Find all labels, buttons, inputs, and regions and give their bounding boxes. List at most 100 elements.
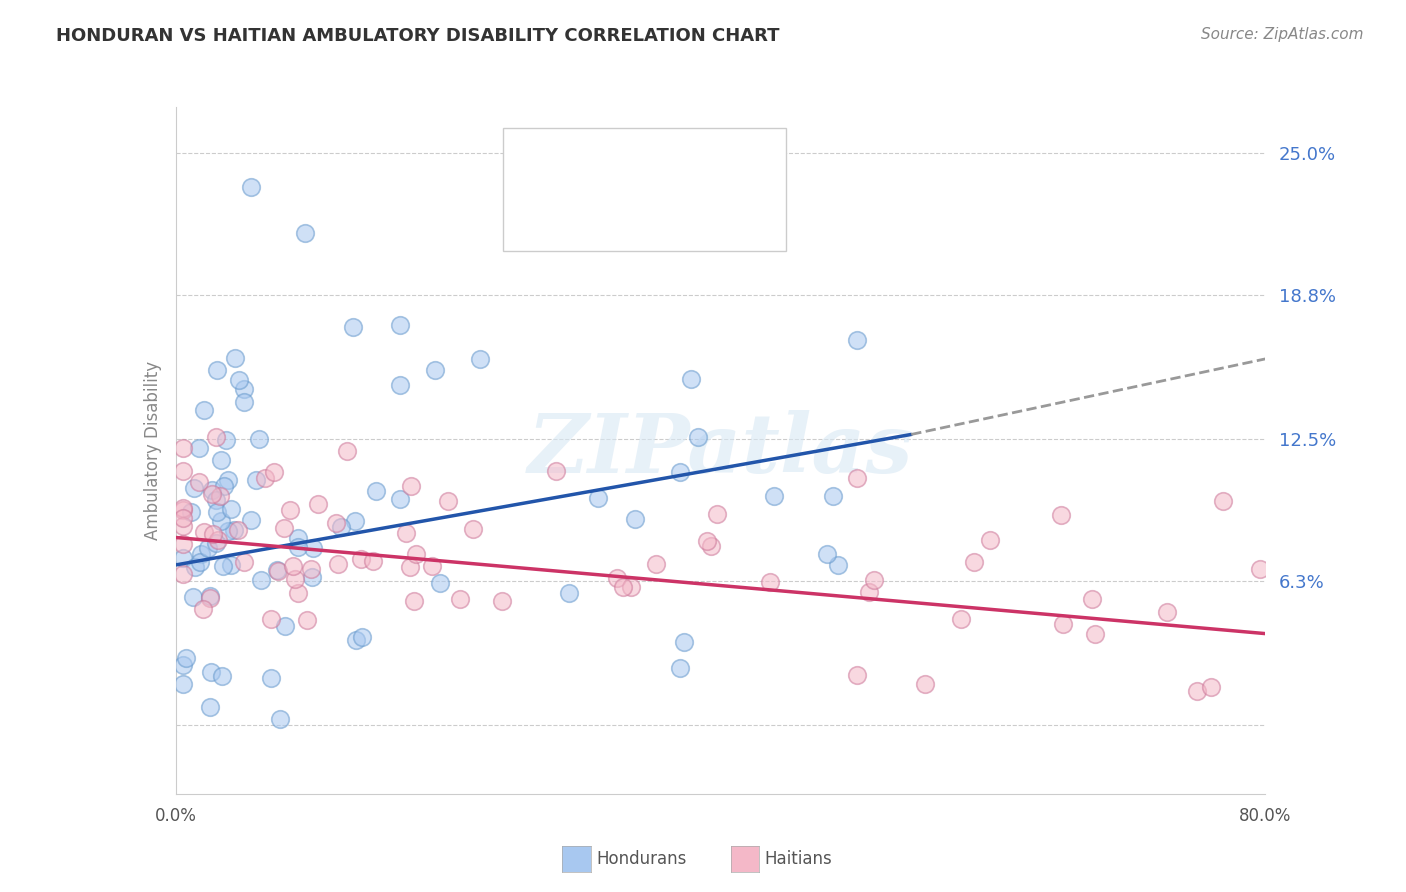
Point: [405, 547, 427, 561]
Point: [188, 555, 211, 569]
Point: [214, 479, 236, 493]
Point: [193, 402, 215, 417]
Point: [209, 489, 232, 503]
Point: [361, 554, 384, 568]
Point: [269, 712, 291, 726]
Point: [863, 573, 886, 587]
Point: [422, 559, 444, 574]
Point: [759, 574, 782, 589]
Point: [389, 491, 412, 506]
Point: [245, 473, 267, 487]
Point: [209, 514, 232, 528]
Point: [209, 453, 232, 467]
Point: [344, 632, 367, 647]
Point: [211, 669, 233, 683]
Point: [190, 547, 212, 561]
Point: [399, 479, 422, 493]
Point: [172, 566, 194, 581]
Point: [259, 612, 281, 626]
Point: [963, 555, 986, 569]
Text: Source: ZipAtlas.com: Source: ZipAtlas.com: [1201, 27, 1364, 42]
Point: [673, 635, 696, 649]
Point: [191, 602, 214, 616]
Point: [668, 465, 690, 479]
Point: [260, 672, 283, 686]
Point: [325, 516, 347, 530]
Point: [172, 501, 194, 516]
Point: [301, 541, 323, 555]
Point: [287, 531, 309, 545]
Point: [287, 540, 309, 554]
Point: [326, 557, 349, 571]
Point: [307, 497, 329, 511]
Text: R =  0.235   N = 75: R = 0.235 N = 75: [557, 153, 733, 171]
Point: [181, 591, 204, 605]
Point: [172, 441, 194, 455]
Point: [205, 536, 228, 550]
Text: Hondurans: Hondurans: [596, 850, 686, 868]
Point: [283, 558, 305, 573]
Point: [389, 318, 412, 332]
Point: [172, 511, 194, 525]
Point: [558, 586, 581, 600]
Point: [342, 320, 364, 334]
Point: [606, 571, 628, 585]
Point: [193, 524, 215, 539]
Point: [821, 489, 844, 503]
Point: [399, 560, 422, 574]
Point: [240, 513, 263, 527]
Point: [207, 533, 229, 547]
Point: [176, 651, 198, 665]
Point: [389, 377, 412, 392]
Point: [696, 533, 718, 548]
Point: [283, 572, 305, 586]
Point: [172, 677, 194, 691]
Point: [1187, 684, 1209, 698]
Point: [250, 573, 273, 587]
Text: R = -0.357   N = 72: R = -0.357 N = 72: [557, 208, 734, 226]
Point: [294, 226, 316, 240]
Point: [266, 563, 288, 577]
Point: [226, 523, 249, 537]
Point: [644, 558, 666, 572]
Point: [200, 589, 222, 603]
Point: [681, 372, 703, 386]
Point: [1050, 508, 1073, 522]
Point: [612, 580, 634, 594]
Point: [336, 444, 359, 458]
Point: [700, 539, 723, 553]
Point: [437, 493, 460, 508]
Point: [1084, 626, 1107, 640]
Point: [212, 559, 235, 574]
Point: [201, 486, 224, 500]
Point: [1081, 592, 1104, 607]
Point: [273, 521, 295, 535]
Point: [198, 591, 221, 605]
Point: [423, 363, 446, 377]
Point: [184, 560, 207, 574]
Point: [344, 514, 367, 528]
Point: [219, 558, 242, 572]
Point: [217, 473, 239, 487]
Y-axis label: Ambulatory Disability: Ambulatory Disability: [143, 361, 162, 540]
Point: [1212, 493, 1234, 508]
Point: [1249, 562, 1271, 576]
Point: [950, 611, 973, 625]
Point: [329, 520, 352, 534]
Point: [263, 466, 285, 480]
Point: [205, 430, 228, 444]
Point: [217, 524, 239, 538]
Point: [350, 551, 373, 566]
Point: [815, 547, 838, 561]
Point: [172, 550, 194, 565]
Point: [232, 555, 254, 569]
Point: [352, 631, 374, 645]
Point: [366, 484, 388, 499]
Point: [620, 580, 643, 594]
Point: [979, 533, 1001, 548]
Point: [845, 333, 868, 347]
Point: [429, 575, 451, 590]
Point: [586, 491, 609, 506]
Point: [183, 481, 205, 495]
Point: [233, 382, 256, 396]
